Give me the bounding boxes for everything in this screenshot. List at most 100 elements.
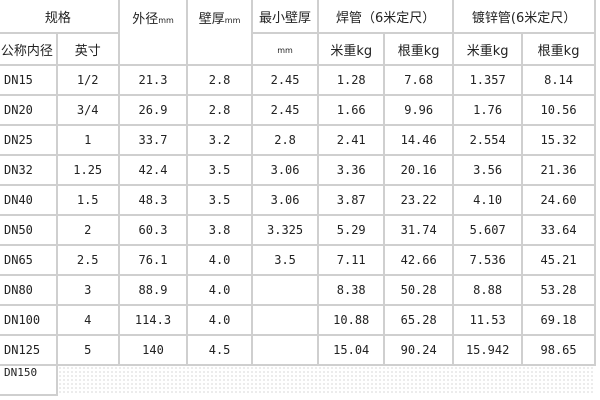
table-row: DN32 1.25 42.4 3.5 3.06 3.36 20.16 3.56 21.36 xyxy=(0,154,596,186)
table-cell: DN125 xyxy=(0,334,58,366)
table-cell: 3.5 xyxy=(186,184,253,216)
table-cell: 3.8 xyxy=(186,214,253,246)
header-spec: 规格 xyxy=(0,0,120,34)
table-cell: 1/2 xyxy=(55,64,120,96)
dotted-overlay xyxy=(56,365,595,395)
table-cell: 3.5 xyxy=(186,154,253,186)
table-cell: 88.9 xyxy=(117,274,189,306)
table-cell: 2.8 xyxy=(250,124,320,156)
table-cell: 3.36 xyxy=(317,154,386,186)
table-cell: 4 xyxy=(55,304,120,336)
table-cell: DN32 xyxy=(0,154,58,186)
table-cell: 24.60 xyxy=(521,184,596,216)
table-cell: 90.24 xyxy=(383,334,455,366)
table-cell: DN80 xyxy=(0,274,58,306)
table-cell: 3.87 xyxy=(317,184,386,216)
table-cell: 2.45 xyxy=(250,64,320,96)
table-cell: 3/4 xyxy=(55,94,120,126)
table-cell: DN65 xyxy=(0,244,58,276)
table-cell: 1.5 xyxy=(55,184,120,216)
table-cell: 2.5 xyxy=(55,244,120,276)
table-cell: 33.64 xyxy=(521,214,596,246)
table-cell: DN40 xyxy=(0,184,58,216)
header-nominal-diameter: 公称内径 xyxy=(0,32,58,66)
table-cell: DN100 xyxy=(0,304,58,336)
table-cell: 14.46 xyxy=(383,124,455,156)
table-row: DN150 xyxy=(0,364,595,396)
table-cell: 140 xyxy=(117,334,189,366)
table-cell: 8.14 xyxy=(521,64,596,96)
table-cell: 11.53 xyxy=(452,304,524,336)
table-cell: 69.18 xyxy=(521,304,596,336)
table-cell: 3 xyxy=(55,274,120,306)
table-cell: 31.74 xyxy=(383,214,455,246)
table-cell: 26.9 xyxy=(117,94,189,126)
table-cell: 15.32 xyxy=(521,124,596,156)
table-row: DN40 1.5 48.3 3.5 3.06 3.87 23.22 4.10 24.60 xyxy=(0,184,596,216)
table-cell: 2.8 xyxy=(186,64,253,96)
table-cell: 15.04 xyxy=(317,334,386,366)
table-cell: 8.38 xyxy=(317,274,386,306)
table-cell: 21.36 xyxy=(521,154,596,186)
header-welded-pipe: 焊管（6米定尺） xyxy=(317,0,455,34)
table-cell: 7.68 xyxy=(383,64,455,96)
table-cell: 42.4 xyxy=(117,154,189,186)
table-cell: 1.76 xyxy=(452,94,524,126)
table-row: DN25 1 33.7 3.2 2.8 2.41 14.46 2.554 15.32 xyxy=(0,124,596,156)
table-cell: 2.8 xyxy=(186,94,253,126)
header-min-wall: 最小壁厚 xyxy=(250,0,320,34)
table-cell: 1.28 xyxy=(317,64,386,96)
table-cell: 3.56 xyxy=(452,154,524,186)
table-cell: 45.21 xyxy=(521,244,596,276)
table-cell: 53.28 xyxy=(521,274,596,306)
table-cell: 7.11 xyxy=(317,244,386,276)
header-welded-weight-per-piece: 根重kg xyxy=(383,32,455,66)
header-wall-thickness: 壁厚mm xyxy=(186,0,253,66)
table-cell: 1.25 xyxy=(55,154,120,186)
table-row: DN50 2 60.3 3.8 3.325 5.29 31.74 5.607 33.64 xyxy=(0,214,596,246)
table-cell: 2 xyxy=(55,214,120,246)
table-cell: 7.536 xyxy=(452,244,524,276)
table-cell: 21.3 xyxy=(117,64,189,96)
table-cell: DN25 xyxy=(0,124,58,156)
header-outer-diameter: 外径mm xyxy=(117,0,189,66)
table-cell: 5.29 xyxy=(317,214,386,246)
table-cell: 3.325 xyxy=(250,214,320,246)
table-cell: 4.5 xyxy=(186,334,253,366)
table-cell: 48.3 xyxy=(117,184,189,216)
table-cell: 2.41 xyxy=(317,124,386,156)
table-cell: 114.3 xyxy=(117,304,189,336)
table-cell: 4.0 xyxy=(186,244,253,276)
table-cell: 65.28 xyxy=(383,304,455,336)
table-cell: 42.66 xyxy=(383,244,455,276)
table-row: DN20 3/4 26.9 2.8 2.45 1.66 9.96 1.76 10.56 xyxy=(0,94,596,126)
table-cell: 4.10 xyxy=(452,184,524,216)
header-galvanized-pipe: 镀锌管(6米定尺） xyxy=(452,0,596,34)
table-cell: 1.357 xyxy=(452,64,524,96)
table-cell: 2.45 xyxy=(250,94,320,126)
table-cell: 2.554 xyxy=(452,124,524,156)
table-cell: 3.06 xyxy=(250,154,320,186)
table-cell: DN50 xyxy=(0,214,58,246)
header-galv-weight-per-piece: 根重kg xyxy=(521,32,596,66)
table-cell xyxy=(250,334,320,366)
table-cell: 5.607 xyxy=(452,214,524,246)
table-row: DN15 1/2 21.3 2.8 2.45 1.28 7.68 1.357 8.14 xyxy=(0,64,596,96)
table-row: DN65 2.5 76.1 4.0 3.5 7.11 42.66 7.536 45.21 xyxy=(0,244,596,276)
table-cell: 1 xyxy=(55,124,120,156)
header-galv-weight-per-meter: 米重kg xyxy=(452,32,524,66)
table-cell: 50.28 xyxy=(383,274,455,306)
last-row-label: DN150 xyxy=(0,364,58,396)
table-row: DN100 4 114.3 4.0 10.88 65.28 11.53 69.18 xyxy=(0,304,596,336)
table-cell: 1.66 xyxy=(317,94,386,126)
table-row: DN125 5 140 4.5 15.04 90.24 15.942 98.65 xyxy=(0,334,596,366)
table-cell: 20.16 xyxy=(383,154,455,186)
table-cell: 4.0 xyxy=(186,304,253,336)
table-cell xyxy=(250,274,320,306)
table-cell: 23.22 xyxy=(383,184,455,216)
table-cell: 3.06 xyxy=(250,184,320,216)
table-cell: DN20 xyxy=(0,94,58,126)
header-welded-weight-per-meter: 米重kg xyxy=(317,32,386,66)
header-inch: 英寸 xyxy=(55,32,120,66)
